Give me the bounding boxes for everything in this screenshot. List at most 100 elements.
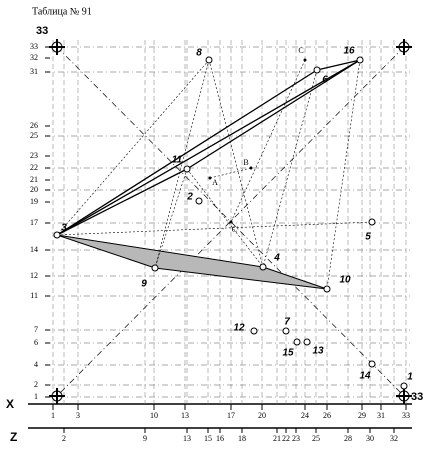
x-scale-label: 10 [150, 411, 158, 420]
y-scale-label: 14 [30, 245, 38, 254]
point-label: 13 [312, 346, 324, 357]
y-scale-label: 2 [34, 380, 38, 389]
y-scale-label: 19 [30, 197, 38, 206]
corner-label: 33 [36, 25, 48, 37]
y-scale-label: 26 [30, 121, 38, 130]
point [183, 165, 191, 173]
y-scale-label: 25 [30, 131, 38, 140]
corner-label: 33 [411, 391, 423, 403]
y-scale-label: 33 [30, 42, 38, 51]
point [151, 264, 159, 272]
point-label: 6 [322, 75, 328, 86]
edge [56, 59, 361, 236]
aux-label: C' [232, 225, 239, 234]
projection [56, 221, 373, 236]
z-scale-label: 21 [273, 434, 281, 443]
z-scale-label: 30 [366, 434, 374, 443]
point [313, 66, 321, 74]
point-label: 5 [365, 232, 371, 243]
z-scale-label: 18 [238, 434, 246, 443]
point-label: 10 [339, 275, 351, 286]
x-scale-label: 33 [402, 411, 410, 420]
z-scale-label: 32 [390, 434, 398, 443]
point-label: 1 [407, 372, 413, 383]
y-scale-label: 32 [30, 53, 38, 62]
aux-label: B [243, 158, 248, 167]
point [53, 231, 61, 239]
point [195, 197, 203, 205]
x-scale-label: 20 [258, 411, 266, 420]
y-scale-label: 31 [30, 67, 38, 76]
z-scale-label: 22 [282, 434, 290, 443]
y-scale-label: 17 [30, 218, 38, 227]
z-scale-label: 23 [292, 434, 300, 443]
y-scale-label: 20 [30, 185, 38, 194]
edge [186, 59, 361, 170]
point [259, 263, 267, 271]
z-scale-label: 2 [62, 434, 66, 443]
x-scale-label: 29 [358, 411, 366, 420]
y-scale-label: 6 [34, 338, 38, 347]
point [356, 56, 364, 64]
point-label: 14 [359, 371, 371, 382]
aux-point [303, 58, 307, 62]
point-label: 3 [61, 223, 67, 234]
aux-point [208, 176, 212, 180]
projection [208, 59, 264, 268]
point-label: 9 [141, 279, 147, 290]
diagonal [56, 46, 405, 397]
y-scale-label: 4 [34, 360, 38, 369]
aux-label: C [298, 46, 303, 55]
x-scale-label: 17 [227, 411, 235, 420]
point [303, 338, 311, 346]
aux-point [229, 220, 233, 224]
z-scale-label: 25 [312, 434, 320, 443]
point-label: 4 [273, 253, 280, 264]
aux-line [230, 59, 306, 223]
x-scale-label: 26 [323, 411, 331, 420]
y-scale-label: 23 [30, 151, 38, 160]
z-scale-label: 15 [204, 434, 212, 443]
point-label: 7 [284, 317, 290, 328]
y-scale-label: 7 [34, 325, 38, 334]
point [323, 285, 331, 293]
point [368, 360, 376, 368]
diagonal [56, 46, 405, 397]
point [205, 56, 213, 64]
projection [186, 168, 264, 268]
z-scale-label: 13 [183, 434, 191, 443]
projection [56, 59, 210, 236]
x-scale-label: 3 [76, 411, 80, 420]
edge [316, 59, 361, 71]
y-scale-label: 21 [30, 175, 38, 184]
aux-label: A [212, 178, 218, 187]
axis-label: X [6, 397, 14, 411]
y-scale-label: 12 [30, 271, 38, 280]
projection [326, 59, 361, 290]
point [368, 218, 376, 226]
y-scale-label: 22 [30, 163, 38, 172]
x-scale-label: 1 [51, 411, 55, 420]
point-label: 2 [186, 192, 193, 203]
axis-label: Z [10, 430, 17, 444]
y-scale-label: 1 [34, 392, 38, 401]
point [282, 327, 290, 335]
x-scale-label: 24 [301, 411, 309, 420]
title: Таблица № 91 [32, 6, 92, 17]
edge [56, 168, 188, 236]
point-label: 8 [196, 48, 202, 59]
z-scale-label: 9 [143, 434, 147, 443]
plane [56, 234, 328, 290]
y-scale-label: 11 [30, 291, 38, 300]
point-label: 16 [343, 46, 355, 57]
aux-line [209, 167, 252, 179]
point [293, 338, 301, 346]
point-label: 11 [172, 155, 183, 166]
point-label: 15 [282, 348, 294, 359]
projection [154, 168, 188, 269]
x-scale-label: 13 [181, 411, 189, 420]
z-scale-label: 28 [344, 434, 352, 443]
point [400, 382, 408, 390]
projection [56, 69, 318, 236]
